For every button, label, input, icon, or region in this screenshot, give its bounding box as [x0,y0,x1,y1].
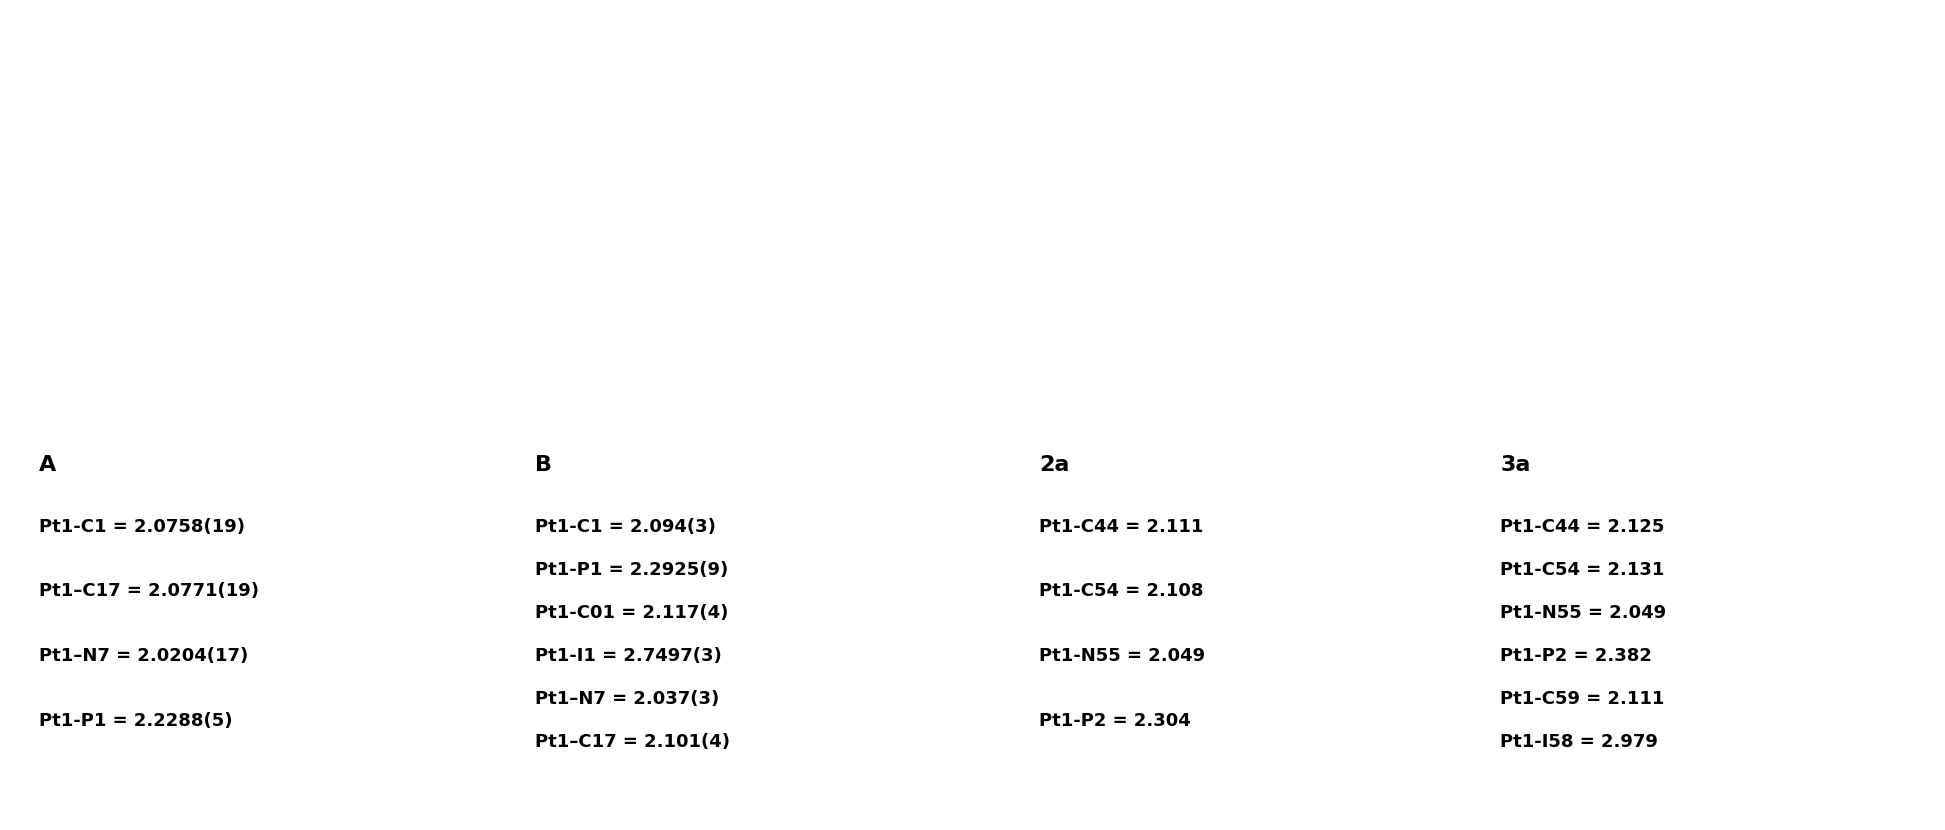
Text: Pt1-P2 = 2.304: Pt1-P2 = 2.304 [1039,711,1190,730]
Text: Pt1-C54 = 2.108: Pt1-C54 = 2.108 [1039,583,1204,600]
Text: Pt1-N55 = 2.049: Pt1-N55 = 2.049 [1039,647,1206,665]
Text: Pt1–N7 = 2.037(3): Pt1–N7 = 2.037(3) [535,690,720,708]
Text: A: A [39,455,56,475]
Text: Pt1-I58 = 2.979: Pt1-I58 = 2.979 [1500,733,1659,751]
Text: Pt1-P2 = 2.382: Pt1-P2 = 2.382 [1500,647,1651,665]
Text: B: B [535,455,552,475]
Text: Pt1-C54 = 2.131: Pt1-C54 = 2.131 [1500,561,1665,579]
Text: Pt1-C59 = 2.111: Pt1-C59 = 2.111 [1500,690,1665,708]
Text: Pt1-C1 = 2.094(3): Pt1-C1 = 2.094(3) [535,518,716,535]
Text: Pt1–C17 = 2.0771(19): Pt1–C17 = 2.0771(19) [39,583,259,600]
Text: Pt1-C1 = 2.0758(19): Pt1-C1 = 2.0758(19) [39,518,245,535]
Text: Pt1-C01 = 2.117(4): Pt1-C01 = 2.117(4) [535,603,729,622]
Text: Pt1-C44 = 2.111: Pt1-C44 = 2.111 [1039,518,1204,535]
Text: Pt1-I1 = 2.7497(3): Pt1-I1 = 2.7497(3) [535,647,722,665]
Text: Pt1-P1 = 2.2925(9): Pt1-P1 = 2.2925(9) [535,561,729,579]
Text: Pt1–N7 = 2.0204(17): Pt1–N7 = 2.0204(17) [39,647,249,665]
Text: Pt1-C44 = 2.125: Pt1-C44 = 2.125 [1500,518,1665,535]
Text: Pt1–C17 = 2.101(4): Pt1–C17 = 2.101(4) [535,733,729,751]
Text: Pt1-N55 = 2.049: Pt1-N55 = 2.049 [1500,603,1667,622]
Text: 3a: 3a [1500,455,1531,475]
Text: 2a: 2a [1039,455,1070,475]
Text: Pt1-P1 = 2.2288(5): Pt1-P1 = 2.2288(5) [39,711,233,730]
